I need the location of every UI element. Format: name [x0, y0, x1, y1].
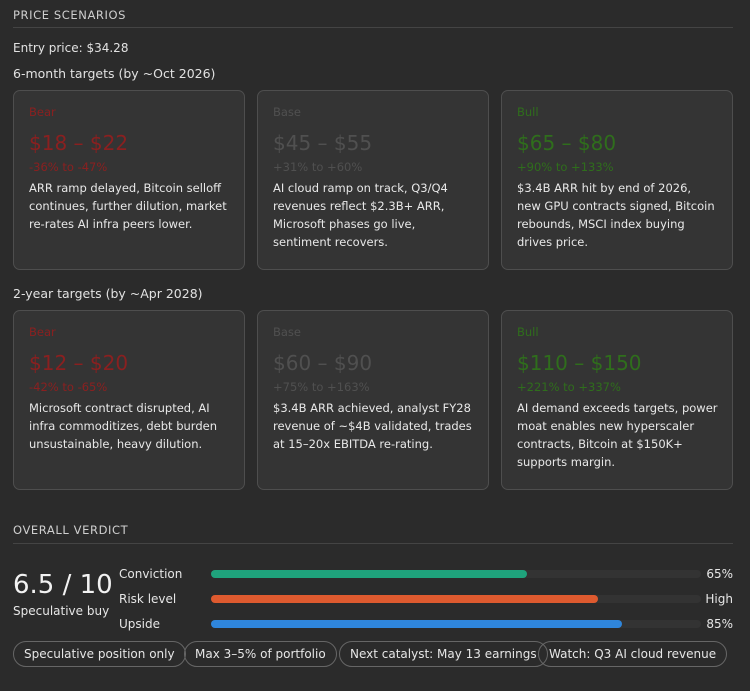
- card-price: $65 – $80: [517, 131, 718, 157]
- card-label: Base: [273, 325, 474, 341]
- card-price: $18 – $22: [29, 131, 230, 157]
- verdict-rating: Speculative buy: [13, 604, 109, 618]
- card-label: Base: [273, 105, 474, 121]
- card-percent: -42% to -65%: [29, 380, 230, 396]
- tag-pill[interactable]: Speculative position only: [13, 641, 186, 667]
- scenario-card-2y-bull: Bull $110 – $150 +221% to +337% AI deman…: [501, 310, 733, 490]
- card-percent: +31% to +60%: [273, 160, 474, 176]
- card-description: AI demand exceeds targets, power moat en…: [517, 399, 718, 471]
- card-percent: -36% to -47%: [29, 160, 230, 176]
- card-price: $45 – $55: [273, 131, 474, 157]
- metric-value-conviction: 65%: [706, 567, 733, 581]
- metric-bar-upside: [211, 620, 701, 628]
- two-year-heading: 2-year targets (by ~Apr 2028): [13, 286, 203, 301]
- six-month-heading: 6-month targets (by ~Oct 2026): [13, 66, 215, 81]
- scenario-card-6m-base: Base $45 – $55 +31% to +60% AI cloud ram…: [257, 90, 489, 270]
- tag-pill[interactable]: Watch: Q3 AI cloud revenue: [538, 641, 727, 667]
- card-percent: +75% to +163%: [273, 380, 474, 396]
- card-price: $60 – $90: [273, 351, 474, 377]
- verdict-score: 6.5 / 10: [13, 570, 113, 600]
- overall-verdict-title: OVERALL VERDICT: [13, 523, 128, 537]
- card-label: Bull: [517, 105, 718, 121]
- metric-label-upside: Upside: [119, 617, 160, 631]
- metric-fill: [211, 620, 622, 628]
- card-label: Bull: [517, 325, 718, 341]
- card-description: Microsoft contract disrupted, AI infra c…: [29, 399, 230, 453]
- scenario-card-6m-bull: Bull $65 – $80 +90% to +133% $3.4B ARR h…: [501, 90, 733, 270]
- metric-label-risk: Risk level: [119, 592, 176, 606]
- metric-fill: [211, 570, 527, 578]
- metric-bar-conviction: [211, 570, 701, 578]
- card-description: $3.4B ARR achieved, analyst FY28 revenue…: [273, 399, 474, 453]
- card-price: $110 – $150: [517, 351, 718, 377]
- card-description: ARR ramp delayed, Bitcoin selloff contin…: [29, 179, 230, 233]
- section-divider: [13, 543, 733, 544]
- card-description: AI cloud ramp on track, Q3/Q4 revenues r…: [273, 179, 474, 251]
- card-label: Bear: [29, 325, 230, 341]
- section-divider: [13, 27, 733, 28]
- tag-pill[interactable]: Next catalyst: May 13 earnings: [339, 641, 548, 667]
- entry-price: Entry price: $34.28: [13, 41, 128, 55]
- metric-value-upside: 85%: [706, 617, 733, 631]
- metric-bar-risk: [211, 595, 701, 603]
- card-percent: +90% to +133%: [517, 160, 718, 176]
- price-scenarios-title: PRICE SCENARIOS: [13, 8, 126, 22]
- tag-pill[interactable]: Max 3–5% of portfolio: [184, 641, 337, 667]
- card-description: $3.4B ARR hit by end of 2026, new GPU co…: [517, 179, 718, 251]
- card-percent: +221% to +337%: [517, 380, 718, 396]
- metric-label-conviction: Conviction: [119, 567, 182, 581]
- card-price: $12 – $20: [29, 351, 230, 377]
- scenario-card-2y-base: Base $60 – $90 +75% to +163% $3.4B ARR a…: [257, 310, 489, 490]
- metric-value-risk: High: [705, 592, 733, 606]
- metric-fill: [211, 595, 598, 603]
- scenario-card-6m-bear: Bear $18 – $22 -36% to -47% ARR ramp del…: [13, 90, 245, 270]
- card-label: Bear: [29, 105, 230, 121]
- scenario-card-2y-bear: Bear $12 – $20 -42% to -65% Microsoft co…: [13, 310, 245, 490]
